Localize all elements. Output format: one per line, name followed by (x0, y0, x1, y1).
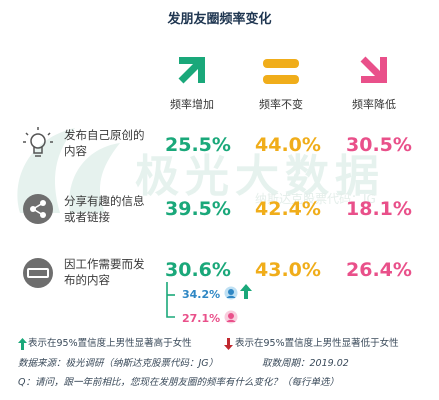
value-work-same: 43.0% (255, 259, 321, 281)
breakdown-bracket (165, 282, 177, 326)
equal-sign-icon (262, 57, 300, 91)
row-label-share: 分享有趣的信息或者链接 (64, 194, 145, 224)
male-value: 34.2% (182, 288, 221, 301)
row-label-work: 因工作需要而发布的内容 (64, 257, 145, 287)
data-source: 数据来源：极光调研（纳斯达克股票代码：JG） (18, 358, 219, 369)
value-share-decrease: 18.1% (346, 198, 412, 220)
data-period: 取数周期：2019.02 (262, 358, 349, 369)
female-value: 27.1% (182, 312, 221, 325)
decrease-arrow-icon (357, 53, 391, 91)
value-original-increase: 25.5% (165, 134, 231, 156)
watermark-logo (0, 118, 130, 228)
column-header-increase: 频率增加 (170, 98, 214, 111)
watermark-text: 极光大数据 (135, 151, 385, 202)
value-work-decrease: 26.4% (346, 259, 412, 281)
value-share-same: 42.4% (255, 198, 321, 220)
significant-higher-arrow-icon (240, 284, 252, 303)
value-share-increase: 39.5% (165, 198, 231, 220)
row-label-original: 发布自己原创的内容 (64, 128, 145, 158)
male-avatar-icon (224, 285, 238, 304)
value-original-same: 44.0% (255, 134, 321, 156)
female-avatar-icon (224, 309, 238, 328)
share-icon (22, 193, 54, 229)
chart-title: 发朋友圈频率变化 (167, 12, 272, 27)
column-header-decrease: 频率降低 (352, 98, 396, 111)
legend-lower: 表示在95%置信度上男性显著低于女性 (235, 338, 399, 349)
legend-down-arrow-icon (224, 335, 233, 354)
value-work-increase: 30.6% (165, 259, 231, 281)
survey-question: Q：请问，跟一年前相比，您现在发朋友圈的频率有什么变化？（每行单选） (18, 377, 339, 388)
increase-arrow-icon (175, 53, 209, 91)
legend-up-arrow-icon (18, 335, 27, 354)
value-original-decrease: 30.5% (346, 134, 412, 156)
lightbulb-icon (22, 125, 54, 165)
watermark-subtext: 纳斯达克股票代码：JG (255, 192, 376, 206)
sale-tag-icon (22, 257, 54, 293)
column-header-same: 频率不变 (259, 98, 303, 111)
legend-higher: 表示在95%置信度上男性显著高于女性 (28, 338, 192, 349)
